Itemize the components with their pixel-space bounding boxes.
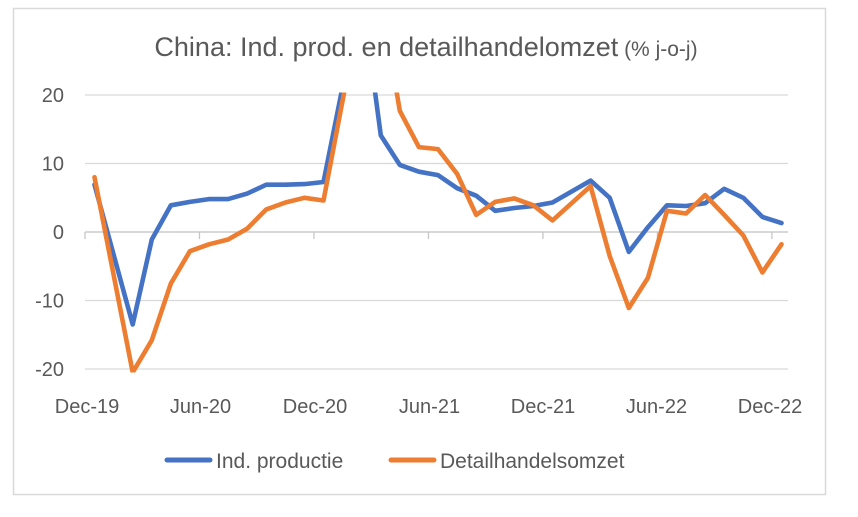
series-lines xyxy=(92,92,784,373)
y-axis-label: -10 xyxy=(35,291,64,313)
legend-item-detailhandelsomzet: Detailhandelsomzet xyxy=(388,450,625,473)
y-axis-label: 20 xyxy=(42,85,64,107)
series-line-ind-productie xyxy=(92,92,784,327)
legend: Ind. productie Detailhandelsomzet xyxy=(164,450,625,473)
legend-label-detailhandelsomzet: Detailhandelsomzet xyxy=(440,450,625,473)
series-line-detailhandelsomzet xyxy=(92,92,784,373)
legend-label-ind-productie: Ind. productie xyxy=(216,450,343,473)
chart-title-note: (% j-o-j) xyxy=(618,38,697,61)
x-axis-label: Dec-21 xyxy=(511,396,575,418)
y-axis-labels: 20 10 0 -10 -20 xyxy=(35,85,64,381)
x-axis-label: Jun-21 xyxy=(399,396,460,418)
x-axis-label: Dec-20 xyxy=(283,396,347,418)
x-axis-labels: Dec-19 Jun-20 Dec-20 Jun-21 Dec-21 Jun-2… xyxy=(55,396,802,418)
chart-frame xyxy=(12,7,827,496)
chart-title: China: Ind. prod. en detailhandelomzet (… xyxy=(154,32,697,62)
x-axis-label: Jun-22 xyxy=(626,396,687,418)
chart-title-main: China: Ind. prod. en detailhandelomzet xyxy=(154,32,618,62)
y-axis-label: 0 xyxy=(53,222,64,244)
x-axis-label: Jun-20 xyxy=(170,396,231,418)
y-axis-label: -20 xyxy=(35,359,64,381)
y-axis-label: 10 xyxy=(42,154,64,176)
x-axis-line-and-ticks xyxy=(84,231,788,239)
legend-item-ind-productie: Ind. productie xyxy=(164,450,343,473)
x-axis-label: Dec-19 xyxy=(55,396,119,418)
x-axis-label: Dec-22 xyxy=(738,396,802,418)
